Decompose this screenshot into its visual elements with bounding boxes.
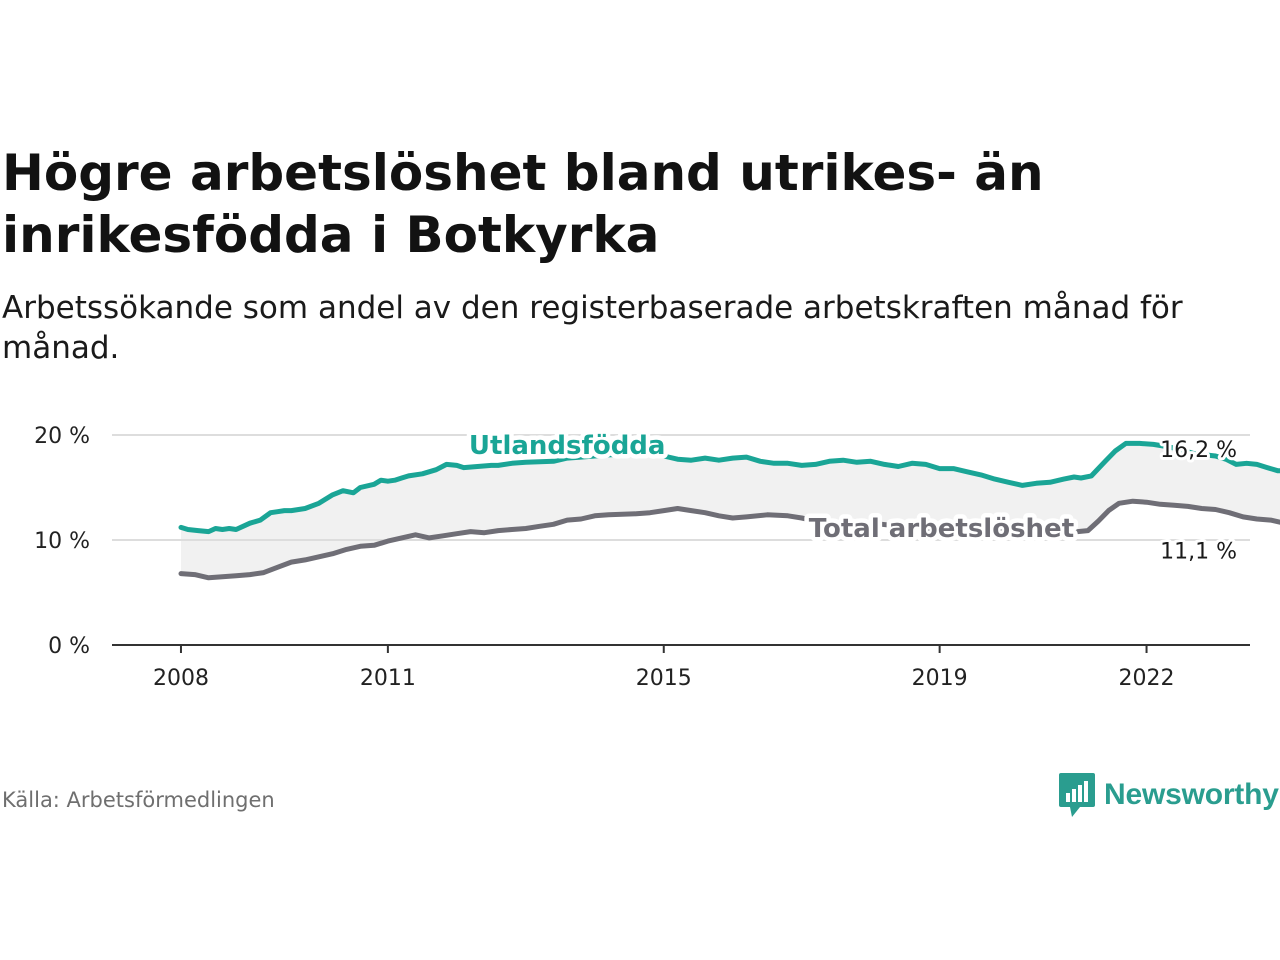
x-tick-label: 2011 xyxy=(360,666,416,691)
series-label-foreign: Utlandsfödda xyxy=(469,431,666,461)
y-tick-label: 0 % xyxy=(48,634,90,659)
range-band xyxy=(181,443,1280,578)
gridlines xyxy=(112,434,1250,541)
chart-subtitle: Arbetssökande som andel av den registerb… xyxy=(2,290,1183,366)
series-lines xyxy=(178,440,1280,581)
source-note: Källa: Arbetsförmedlingen xyxy=(2,788,275,812)
end-value-label-total: 11,1 % xyxy=(1160,539,1237,564)
x-tick-label: 2022 xyxy=(1119,666,1175,691)
range-band-area xyxy=(181,443,1280,578)
brand-name: Newsworthy xyxy=(1104,778,1279,811)
axes: 0 % 10 % 20 % 2008 2011 2015 2019 2022 xyxy=(34,424,1250,691)
newsworthy-logo-icon xyxy=(1059,773,1095,817)
chart-title: Högre arbetslöshet bland utrikes- än inr… xyxy=(2,144,1044,264)
series-line-total xyxy=(178,498,1280,581)
newsworthy-brand[interactable]: Newsworthy xyxy=(1058,772,1279,818)
series-line-foreign xyxy=(178,440,1280,535)
y-tick-label: 10 % xyxy=(34,529,90,554)
x-tick-label: 2019 xyxy=(912,666,968,691)
y-tick-label: 20 % xyxy=(34,424,90,449)
end-value-label-foreign: 16,2 % xyxy=(1160,438,1237,463)
x-tick-label: 2008 xyxy=(153,666,209,691)
series-label-total: Total arbetslöshet xyxy=(809,514,1074,544)
labels: Utlandsfödda Total arbetslöshet 16,2 % 11,1… xyxy=(464,427,1240,568)
x-tick-label: 2015 xyxy=(636,666,692,691)
line-chart: 0 % 10 % 20 % 2008 2011 2015 2019 2022 Utlandsf… xyxy=(34,424,1280,691)
